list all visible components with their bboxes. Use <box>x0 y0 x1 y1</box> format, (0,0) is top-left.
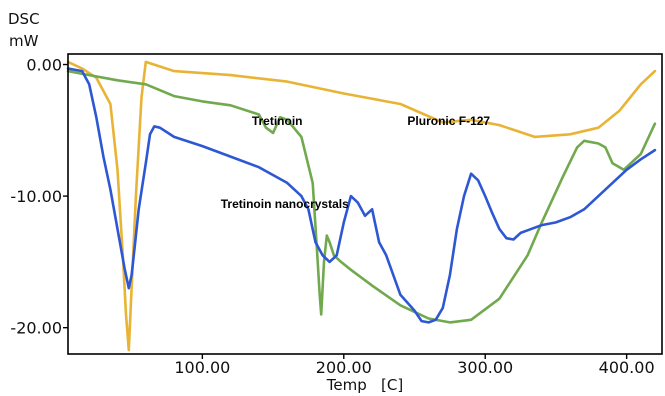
series-line-pluronic-f-127 <box>66 60 657 352</box>
y-axis-ticks: 0.00 -10.00 -20.00 <box>10 56 68 338</box>
series-line-tretinoin-nanocrystals <box>66 67 657 324</box>
series-line-tretinoin <box>66 69 657 324</box>
x-tick-label: 200.00 <box>316 358 372 377</box>
x-axis-title: Temp [C] <box>326 376 403 394</box>
y-tick-label: -10.00 <box>10 187 62 206</box>
y-tick-label: 0.00 <box>26 56 62 75</box>
y-axis-title: DSC <box>8 10 40 28</box>
annotation-layer: Tretinoin Pluronic F-127 Tretinoin nanocry… <box>221 114 491 211</box>
x-tick-label: 100.00 <box>174 358 230 377</box>
y-tick-label: -20.00 <box>10 319 62 338</box>
series-annotation: Tretinoin nanocrystals <box>221 197 349 211</box>
series-annotation: Tretinoin <box>252 114 303 128</box>
plot-frame <box>67 53 663 355</box>
x-axis-ticks: 100.00 200.00 300.00 400.00 <box>174 354 655 377</box>
series-layer <box>66 60 657 352</box>
x-tick-label: 400.00 <box>599 358 655 377</box>
x-tick-label: 300.00 <box>457 358 513 377</box>
series-annotation: Pluronic F-127 <box>407 114 490 128</box>
y-axis-unit: mW <box>9 32 39 50</box>
